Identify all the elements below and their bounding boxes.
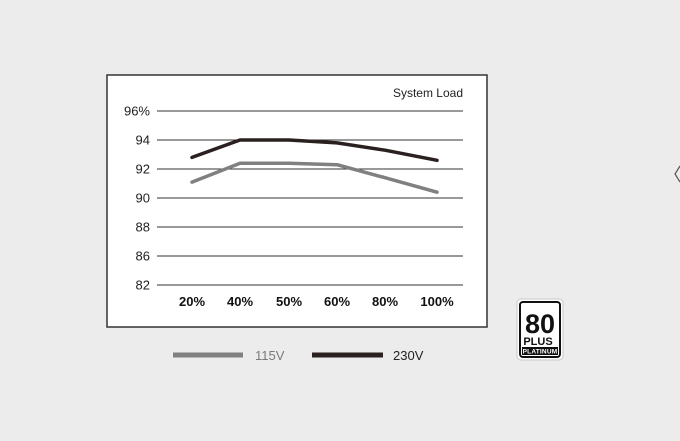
80-plus-platinum-badge: 80 PLUS PLATINUM: [516, 298, 564, 361]
y-tick-label: 82: [136, 278, 150, 293]
chart-frame: [106, 74, 488, 328]
series-line-1: [190, 138, 439, 163]
x-tick-label: 40%: [227, 294, 253, 309]
x-tick-label: 80%: [372, 294, 398, 309]
y-tick-label: 94: [136, 133, 150, 148]
badge-number: 80: [525, 309, 555, 339]
y-tick-label: 90: [136, 191, 150, 206]
legend: 115V 230V: [173, 348, 424, 363]
edge-chevron-icon: [674, 165, 680, 183]
y-tick-label: 88: [136, 220, 150, 235]
legend-label: 115V: [255, 348, 285, 363]
badge-inner-frame: [519, 301, 561, 358]
series-line-0: [190, 161, 439, 194]
chart-title: System Load: [393, 86, 463, 100]
y-tick-label: 92: [136, 162, 150, 177]
badge-tier-text: PLATINUM: [523, 349, 558, 356]
x-tick-label: 50%: [276, 294, 302, 309]
badge-plus-text: PLUS: [523, 336, 552, 348]
y-axis-ticks: 96% 94 92 90 88 86 82: [124, 104, 150, 293]
x-tick-label: 60%: [324, 294, 350, 309]
grid-lines: [157, 110, 463, 286]
series-lines: [190, 138, 439, 194]
y-tick-label: 96%: [124, 104, 150, 119]
x-axis-ticks: 20% 40% 50% 60% 80% 100%: [179, 294, 454, 309]
legend-label: 230V: [393, 348, 424, 363]
x-tick-label: 20%: [179, 294, 205, 309]
x-tick-label: 100%: [420, 294, 454, 309]
badge-tier-band: [522, 347, 558, 355]
y-tick-label: 86: [136, 249, 150, 264]
